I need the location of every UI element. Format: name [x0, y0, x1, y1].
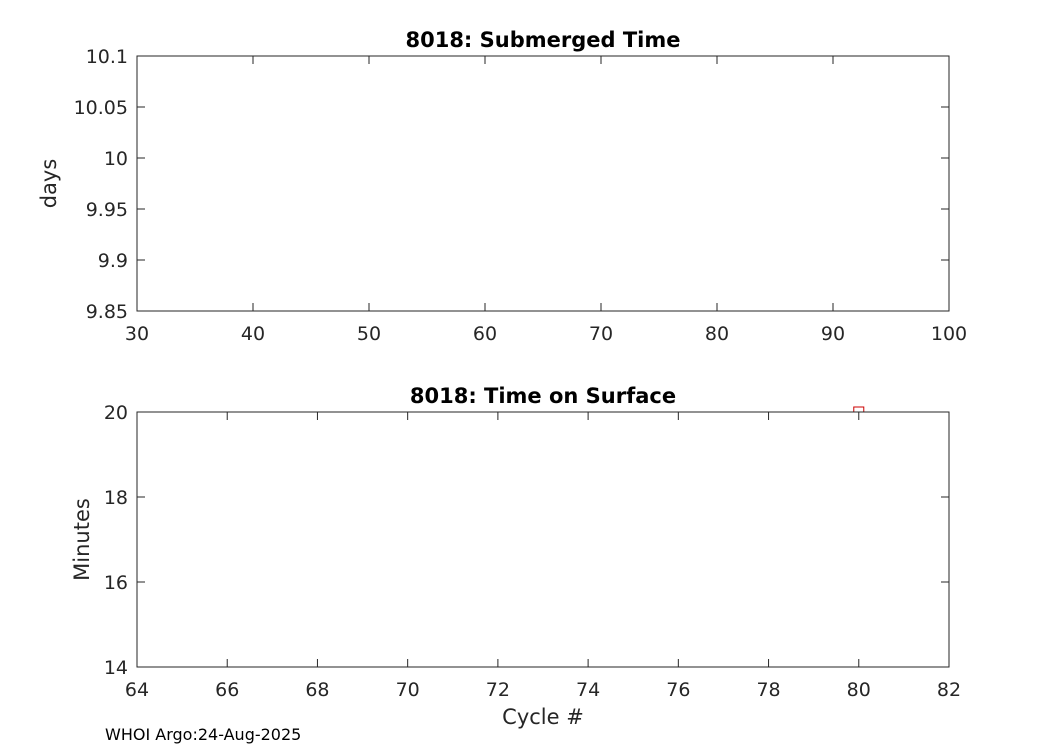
x-tick-label: 90	[821, 323, 845, 345]
x-tick-label: 68	[305, 679, 329, 701]
y-tick-label: 10.1	[86, 46, 128, 68]
x-tick-label: 70	[396, 679, 420, 701]
x-tick-label: 76	[666, 679, 690, 701]
y-tick-label: 10.05	[74, 97, 128, 119]
x-axis-label: Cycle #	[502, 705, 584, 729]
axes-frame	[136, 411, 950, 668]
y-tick-label: 16	[104, 572, 128, 594]
y-tick-label: 9.9	[98, 250, 128, 272]
x-tick-label: 66	[215, 679, 239, 701]
y-tick-label: 14	[104, 657, 128, 679]
y-tick-label: 10	[104, 148, 128, 170]
x-tick-label: 80	[847, 679, 871, 701]
footer-credit: WHOI Argo:24-Aug-2025	[105, 725, 302, 744]
surface-time-plot: 64 66 68 70 72 74 76 78 80 82 14 16 18 20 8018: Time o…	[70, 384, 961, 729]
x-tick-label: 30	[125, 323, 149, 345]
axes-frame	[136, 55, 950, 312]
x-tick-label: 78	[756, 679, 780, 701]
y-tick-label: 18	[104, 487, 128, 509]
chart-title: 8018: Time on Surface	[410, 384, 676, 408]
x-tick-label: 80	[705, 323, 729, 345]
x-tick-label: 72	[486, 679, 510, 701]
x-tick-label: 64	[125, 679, 149, 701]
submerged-time-plot: 30 40 50 60 70 80 90 100 9.85 9.9 9.95 10 10.05 10.1 8…	[37, 28, 967, 345]
x-tick-label: 50	[357, 323, 381, 345]
y-tick-label: 9.85	[86, 301, 128, 323]
x-tick-label: 40	[241, 323, 265, 345]
x-tick-label: 100	[931, 323, 967, 345]
x-tick-label: 60	[473, 323, 497, 345]
x-tick-label: 74	[576, 679, 600, 701]
chart-title: 8018: Submerged Time	[405, 28, 680, 52]
y-tick-label: 9.95	[86, 199, 128, 221]
y-tick-label: 20	[104, 402, 128, 424]
x-tick-label: 70	[589, 323, 613, 345]
y-axis-label: Minutes	[70, 498, 94, 581]
x-tick-label: 82	[937, 679, 961, 701]
y-axis-label: days	[37, 159, 61, 209]
